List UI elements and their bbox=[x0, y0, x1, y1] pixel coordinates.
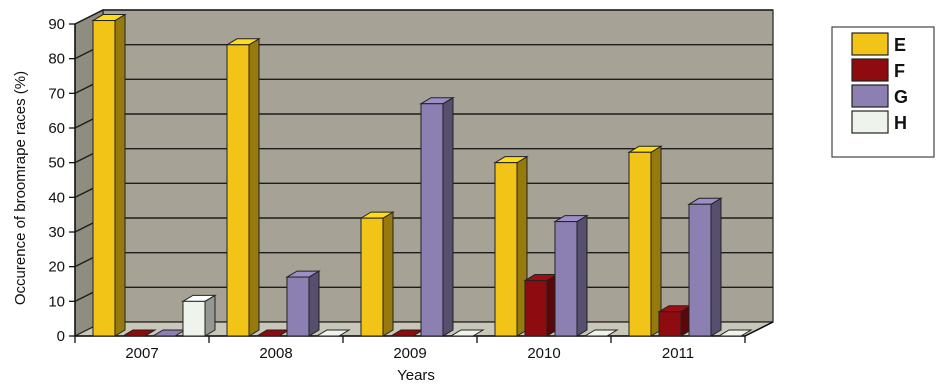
legend-swatch-f bbox=[851, 58, 889, 82]
legend-label-e: E bbox=[894, 35, 906, 55]
y-tick-label: 80 bbox=[48, 51, 65, 68]
bar-h-2007 bbox=[182, 300, 206, 337]
y-tick-label: 30 bbox=[48, 224, 65, 241]
bar-g-2009 bbox=[420, 103, 444, 337]
legend-label-h: H bbox=[894, 113, 907, 133]
bar-f-2010 bbox=[524, 280, 548, 337]
bar-g-2011-side bbox=[710, 197, 722, 337]
x-tick-label: 2010 bbox=[527, 345, 560, 362]
y-tick-label: 50 bbox=[48, 155, 65, 172]
gridline bbox=[74, 9, 773, 25]
y-tick-label: 40 bbox=[48, 189, 65, 206]
legend-swatch-e bbox=[851, 32, 889, 56]
bar-e-2007-side bbox=[114, 13, 126, 337]
y-tick-label: 20 bbox=[48, 259, 65, 276]
legend-swatch-g bbox=[851, 84, 889, 108]
bar-h-2007-side bbox=[204, 294, 216, 337]
bar-e-2008-side bbox=[248, 37, 260, 337]
legend-label-g: G bbox=[894, 87, 908, 107]
x-tick-label: 2011 bbox=[662, 345, 694, 362]
bar-e-2010 bbox=[494, 162, 518, 337]
y-tick-label: 60 bbox=[48, 120, 65, 137]
x-axis-edge bbox=[744, 321, 774, 337]
bar-f-2007 bbox=[121, 329, 157, 337]
bar-f-2011 bbox=[658, 311, 682, 337]
bar-h-2008 bbox=[315, 329, 351, 337]
legend-swatch-h bbox=[851, 110, 889, 134]
y-axis-title: Occurence of broomrape races (%) bbox=[12, 71, 29, 305]
bar-g-2010 bbox=[554, 221, 578, 337]
y-tick-label: 70 bbox=[48, 85, 65, 102]
bar-h-2010 bbox=[583, 329, 619, 337]
bar-h-2011 bbox=[717, 329, 753, 337]
bar-g-2011 bbox=[688, 203, 712, 337]
y-tick-label: 90 bbox=[48, 16, 65, 33]
bar-e-2009 bbox=[360, 217, 384, 337]
x-tick-label: 2008 bbox=[259, 345, 292, 362]
bar-e-2008 bbox=[226, 44, 250, 337]
x-tick-label: 2007 bbox=[125, 345, 158, 362]
legend-label-f: F bbox=[894, 61, 905, 81]
x-axis-title: Years bbox=[397, 367, 435, 384]
bar-g-2008-side bbox=[308, 270, 320, 337]
bar-e-2011-side bbox=[650, 145, 662, 337]
bar-g-2010-side bbox=[576, 214, 588, 337]
bar-g-2009-side bbox=[442, 96, 454, 337]
bar-e-2007 bbox=[92, 20, 116, 337]
bar-h-2009 bbox=[449, 329, 485, 337]
y-tick-label: 0 bbox=[57, 328, 65, 345]
y-tick-label: 10 bbox=[48, 293, 65, 310]
x-tick-label: 2009 bbox=[393, 345, 426, 362]
bar-g-2008 bbox=[286, 276, 310, 337]
bar-e-2011 bbox=[628, 151, 652, 337]
bar-e-2009-side bbox=[382, 211, 394, 337]
